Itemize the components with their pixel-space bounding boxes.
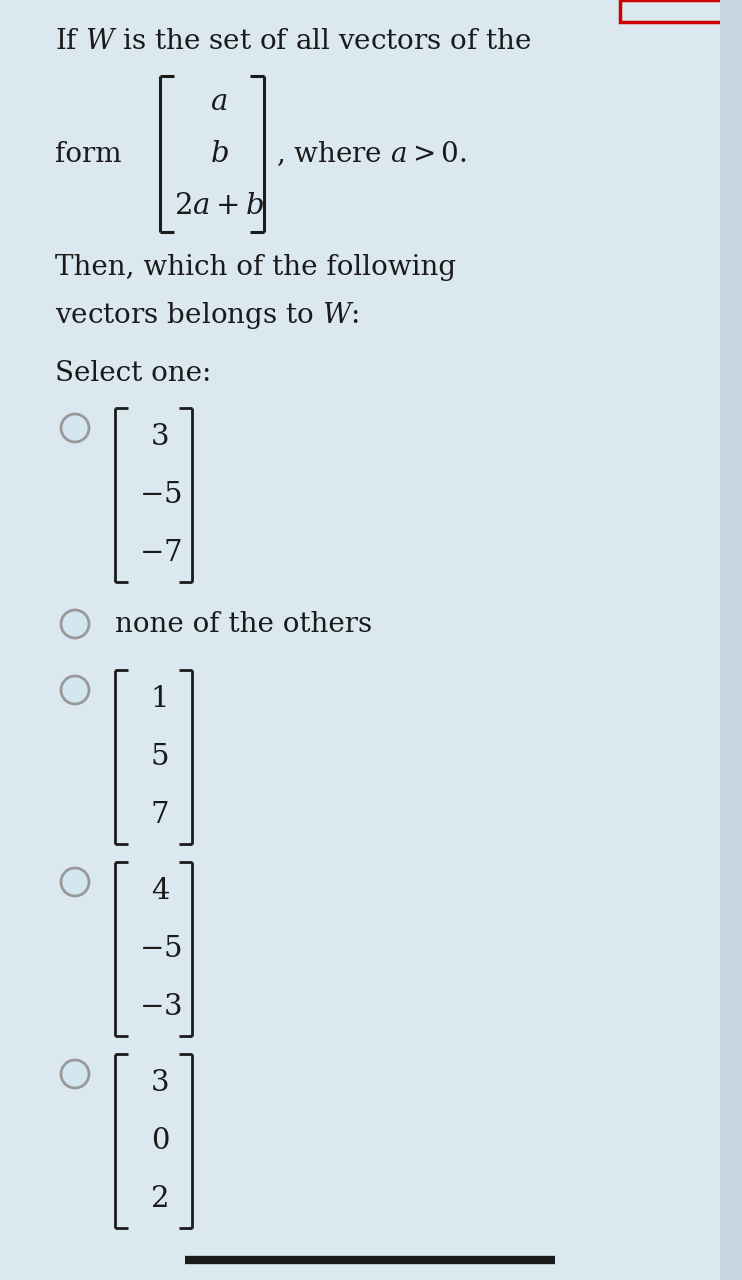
Circle shape xyxy=(61,611,89,637)
Text: 3: 3 xyxy=(151,422,169,451)
Circle shape xyxy=(61,1060,89,1088)
Text: $2a + b$: $2a + b$ xyxy=(174,192,264,220)
Text: 4: 4 xyxy=(151,877,169,905)
Text: $a$: $a$ xyxy=(210,88,228,116)
Text: none of the others: none of the others xyxy=(115,611,372,637)
Text: Then, which of the following: Then, which of the following xyxy=(55,253,456,282)
Text: 1: 1 xyxy=(151,685,169,713)
Text: form: form xyxy=(55,141,122,168)
Text: 3: 3 xyxy=(151,1069,169,1097)
Text: Select one:: Select one: xyxy=(55,360,211,387)
Text: , where $a > 0$.: , where $a > 0$. xyxy=(276,140,467,169)
Text: If $W$ is the set of all vectors of the: If $W$ is the set of all vectors of the xyxy=(55,28,532,55)
Text: 7: 7 xyxy=(151,801,169,829)
Circle shape xyxy=(61,868,89,896)
Bar xyxy=(720,0,742,1280)
Text: 2: 2 xyxy=(151,1185,169,1213)
Circle shape xyxy=(61,676,89,704)
Text: $-5$: $-5$ xyxy=(139,934,181,963)
Text: $-3$: $-3$ xyxy=(139,993,182,1021)
Circle shape xyxy=(61,413,89,442)
Text: 0: 0 xyxy=(151,1126,169,1155)
Text: $-5$: $-5$ xyxy=(139,481,181,509)
Text: 5: 5 xyxy=(151,742,169,771)
Text: vectors belongs to $W$:: vectors belongs to $W$: xyxy=(55,300,359,332)
Text: $b$: $b$ xyxy=(209,140,229,168)
Text: $-7$: $-7$ xyxy=(139,539,182,567)
